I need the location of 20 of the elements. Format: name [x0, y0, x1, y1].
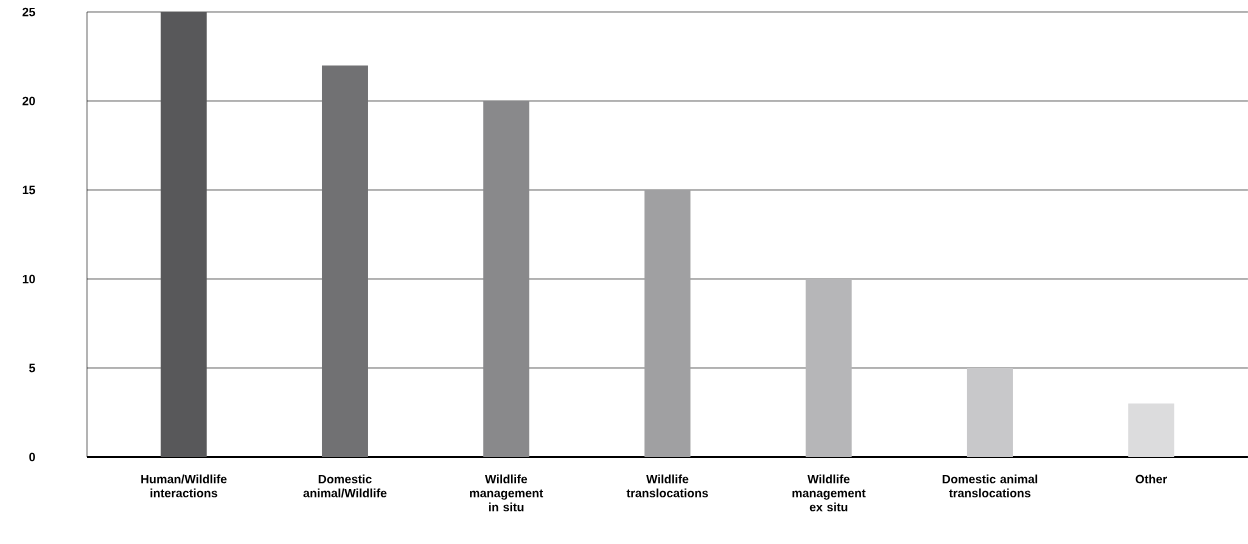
bar	[160, 12, 207, 457]
y-tick-label: 20	[22, 96, 35, 106]
bar	[1128, 403, 1175, 457]
bar	[805, 279, 852, 457]
bar	[321, 65, 368, 457]
x-tick-label: Wildlife management in situ	[470, 474, 544, 512]
y-tick-label: 5	[29, 363, 36, 373]
x-tick-label: Wildlife translocations	[626, 474, 708, 498]
x-tick-label: Domestic animal/Wildlife	[303, 474, 387, 498]
y-tick-label: 0	[29, 452, 35, 462]
y-tick-label: 15	[22, 185, 36, 195]
x-tick-label: Other	[1135, 474, 1168, 484]
x-tick-label: Domestic animal translocations	[942, 474, 1038, 498]
y-tick-label: 10	[22, 274, 35, 284]
bar	[483, 101, 530, 457]
bar	[966, 368, 1013, 457]
x-tick-label: Human/Wildlife interactions	[141, 474, 227, 498]
bar	[644, 190, 691, 457]
x-tick-label: Wildlife management ex situ	[792, 474, 866, 512]
y-tick-label: 25	[22, 7, 36, 17]
